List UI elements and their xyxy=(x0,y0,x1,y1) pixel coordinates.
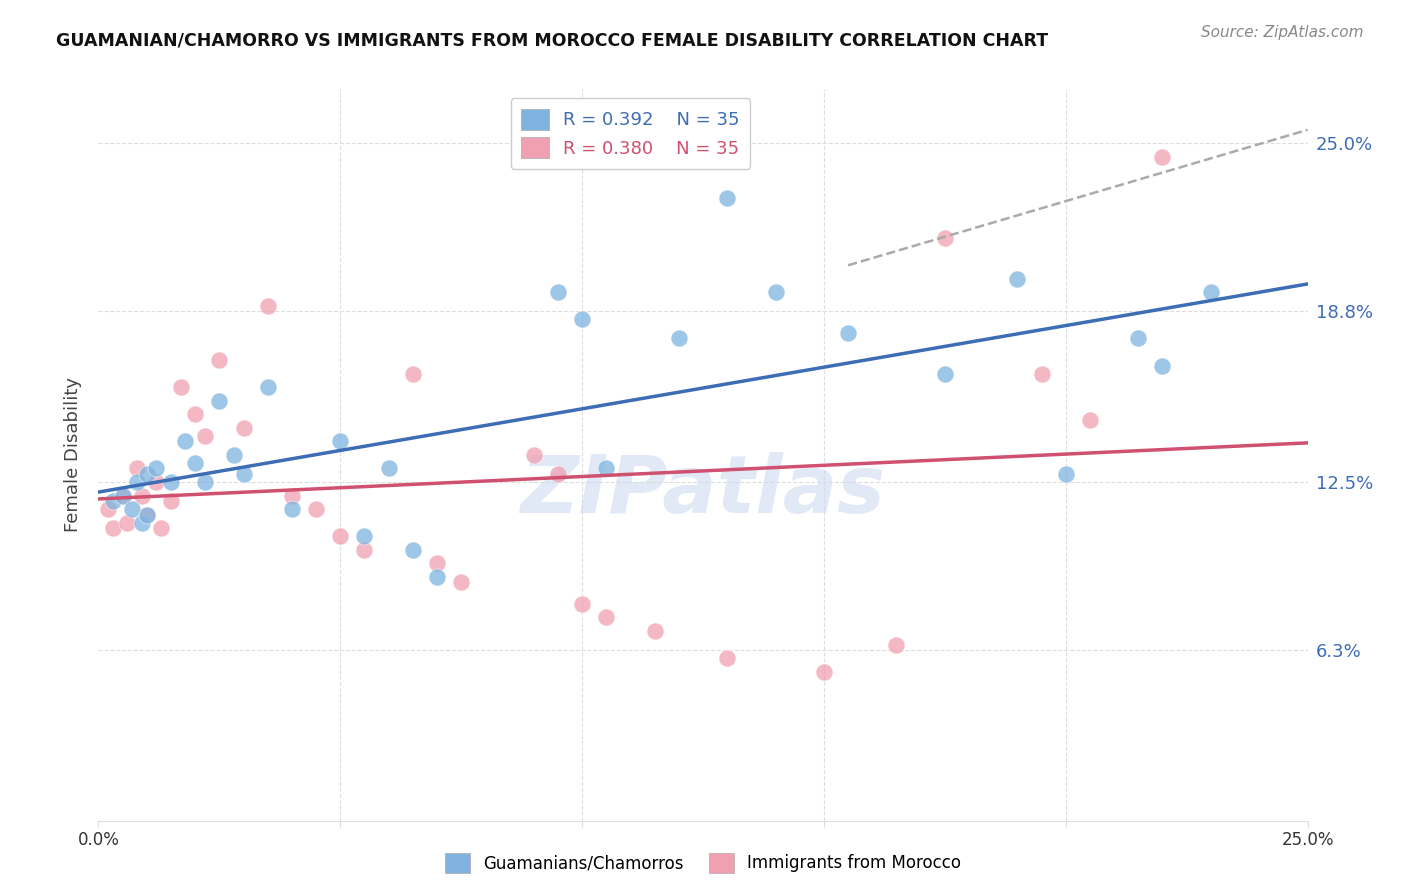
Point xyxy=(305,502,328,516)
Point xyxy=(208,353,231,368)
Point xyxy=(232,421,254,435)
Point xyxy=(402,542,425,557)
Point xyxy=(329,434,352,449)
Point xyxy=(402,367,425,381)
Point xyxy=(194,475,217,489)
Point xyxy=(101,494,124,508)
Point xyxy=(450,575,472,590)
Point xyxy=(131,516,153,530)
Y-axis label: Female Disability: Female Disability xyxy=(65,377,83,533)
Point xyxy=(547,467,569,481)
Point xyxy=(111,489,134,503)
Point xyxy=(837,326,859,340)
Point xyxy=(353,542,375,557)
Point xyxy=(716,651,738,665)
Point xyxy=(377,461,399,475)
Point xyxy=(1128,331,1150,345)
Point xyxy=(426,570,449,584)
Point xyxy=(934,231,956,245)
Point xyxy=(145,461,167,475)
Point xyxy=(595,610,617,624)
Point xyxy=(117,516,139,530)
Point xyxy=(184,456,207,470)
Point xyxy=(135,508,157,522)
Point xyxy=(256,299,278,313)
Point xyxy=(1078,413,1101,427)
Point xyxy=(668,331,690,345)
Legend: R = 0.392    N = 35, R = 0.380    N = 35: R = 0.392 N = 35, R = 0.380 N = 35 xyxy=(510,98,751,169)
Point xyxy=(716,190,738,204)
Point xyxy=(256,380,278,394)
Point xyxy=(121,502,143,516)
Point xyxy=(523,448,546,462)
Point xyxy=(135,467,157,481)
Point xyxy=(571,597,593,611)
Point xyxy=(194,429,217,443)
Point xyxy=(886,638,908,652)
Text: GUAMANIAN/CHAMORRO VS IMMIGRANTS FROM MOROCCO FEMALE DISABILITY CORRELATION CHAR: GUAMANIAN/CHAMORRO VS IMMIGRANTS FROM MO… xyxy=(56,31,1049,49)
Point xyxy=(813,665,835,679)
Point xyxy=(547,285,569,300)
Point xyxy=(160,494,183,508)
Point xyxy=(160,475,183,489)
Point xyxy=(145,475,167,489)
Point xyxy=(595,461,617,475)
Text: ZIPatlas: ZIPatlas xyxy=(520,452,886,531)
Text: Source: ZipAtlas.com: Source: ZipAtlas.com xyxy=(1201,25,1364,40)
Point xyxy=(169,380,191,394)
Point xyxy=(135,508,157,522)
Point xyxy=(329,529,352,543)
Point xyxy=(1152,359,1174,373)
Point xyxy=(111,489,134,503)
Point xyxy=(222,448,245,462)
Point xyxy=(1152,150,1174,164)
Point xyxy=(426,556,449,570)
Point xyxy=(101,521,124,535)
Point xyxy=(174,434,197,449)
Point xyxy=(281,489,304,503)
Point xyxy=(208,393,231,408)
Point xyxy=(232,467,254,481)
Point xyxy=(131,489,153,503)
Point xyxy=(1199,285,1222,300)
Point xyxy=(765,285,787,300)
Point xyxy=(571,312,593,326)
Point xyxy=(150,521,173,535)
Point xyxy=(1031,367,1053,381)
Point xyxy=(353,529,375,543)
Legend: Guamanians/Chamorros, Immigrants from Morocco: Guamanians/Chamorros, Immigrants from Mo… xyxy=(439,847,967,880)
Point xyxy=(97,502,120,516)
Point xyxy=(127,461,149,475)
Point xyxy=(281,502,304,516)
Point xyxy=(934,367,956,381)
Point xyxy=(1007,272,1029,286)
Point xyxy=(1054,467,1077,481)
Point xyxy=(184,407,207,421)
Point xyxy=(127,475,149,489)
Point xyxy=(644,624,666,638)
